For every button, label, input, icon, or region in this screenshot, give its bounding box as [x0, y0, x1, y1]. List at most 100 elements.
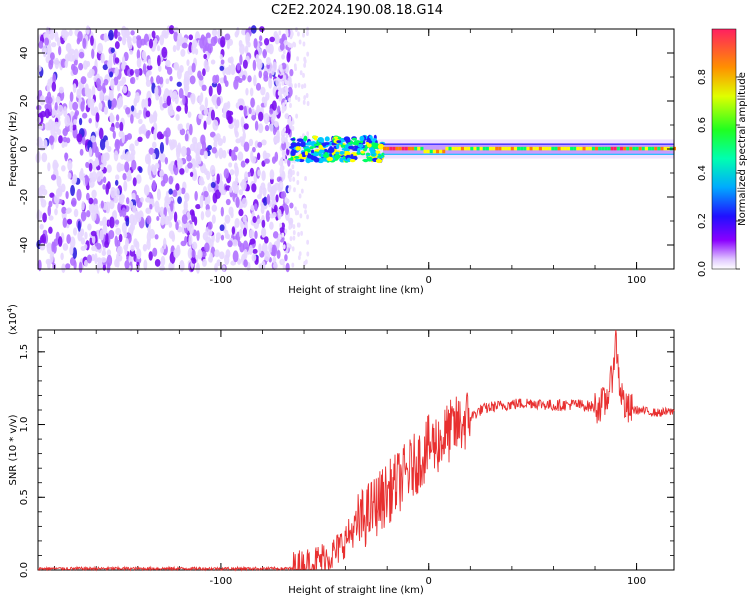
noise-cell [203, 150, 208, 160]
noise-cell [281, 62, 287, 70]
noise-cell [187, 162, 193, 169]
noise-cell [47, 41, 51, 54]
noise-cell [203, 190, 209, 198]
noise-cell-faint [304, 203, 307, 209]
noise-cell [188, 234, 193, 246]
noise-cell [65, 190, 69, 200]
noise-cell [73, 208, 79, 218]
noise-cell [43, 33, 48, 39]
noise-cell [176, 43, 181, 51]
noise-cell [91, 85, 96, 98]
noise-cell [216, 259, 221, 267]
y-tick-label: 0.5 [19, 489, 30, 505]
noise-cell [258, 111, 264, 122]
colorbar: 0.0 0.2 0.4 0.6 0.8 Normalized spectral ampl… [697, 28, 748, 277]
transition-cell [366, 156, 373, 162]
snr-y-label: SNR (10 * v/v) [8, 414, 19, 485]
noise-cell [264, 152, 271, 159]
noise-cell [246, 184, 250, 192]
noise-cell [45, 258, 52, 265]
transition-cell [312, 135, 319, 139]
noise-cell [63, 106, 68, 118]
noise-cell [44, 108, 50, 119]
noise-cell [176, 81, 182, 87]
noise-cell [147, 164, 152, 176]
carrier-cell [429, 149, 433, 154]
noise-cell [78, 81, 83, 90]
noise-cell [186, 154, 192, 162]
noise-cell [264, 158, 270, 164]
noise-cell [159, 169, 164, 177]
noise-cell [115, 227, 122, 236]
noise-cell [102, 264, 107, 271]
noise-cell [153, 128, 157, 141]
noise-cell [186, 59, 190, 67]
noise-cell [152, 179, 157, 191]
noise-cell-faint [295, 113, 299, 119]
noise-cell-faint [282, 102, 285, 108]
noise-cell-faint [291, 246, 295, 252]
noise-cell-faint [290, 43, 294, 49]
noise-cell-faint [298, 39, 302, 45]
x-tick-label: 0 [426, 576, 432, 587]
noise-cell [145, 130, 150, 139]
carrier-cell [554, 146, 558, 151]
noise-cell [286, 148, 290, 156]
noise-cell-faint [283, 126, 287, 132]
noise-cell [82, 112, 88, 119]
noise-cell [65, 208, 71, 215]
noise-cell [144, 97, 149, 109]
noise-cell [145, 207, 150, 214]
noise-cell [269, 108, 274, 115]
noise-cell [169, 110, 175, 116]
noise-cell [132, 177, 137, 187]
noise-cell [275, 194, 279, 203]
x-tick-label: 100 [627, 576, 646, 587]
noise-cell [247, 75, 252, 83]
noise-cell-faint [280, 182, 284, 188]
noise-cell [67, 172, 72, 180]
noise-cell-faint [302, 99, 306, 105]
noise-cell [113, 150, 119, 162]
noise-cell [69, 245, 74, 256]
transition-cell [357, 143, 364, 148]
noise-cell [208, 85, 213, 97]
noise-cell [91, 48, 95, 60]
noise-cell [184, 133, 189, 142]
carrier-cell [510, 146, 514, 151]
noise-cell [210, 59, 216, 65]
noise-cell [95, 78, 101, 87]
carrier-cell [648, 146, 652, 151]
transition-cell [360, 150, 365, 154]
noise-cell-faint [288, 97, 291, 103]
noise-cell [234, 130, 239, 138]
noise-cell [203, 107, 209, 116]
noise-cell [148, 38, 154, 49]
noise-cell [101, 250, 107, 256]
noise-cell [160, 255, 166, 267]
noise-cell-faint [286, 242, 290, 248]
noise-cell-faint [297, 96, 301, 102]
noise-cell [130, 244, 135, 252]
noise-cell [156, 215, 160, 222]
carrier-cell [629, 146, 633, 151]
noise-cell [61, 141, 66, 149]
colorbar-tick-label: 0.4 [697, 165, 708, 181]
noise-cell [256, 58, 263, 70]
noise-cell [212, 119, 219, 131]
noise-cell-faint [296, 222, 300, 228]
noise-cell [242, 227, 247, 237]
noise-cell-faint [292, 224, 296, 230]
noise-cell [273, 135, 278, 145]
noise-cell [215, 237, 220, 243]
noise-cell [235, 119, 240, 129]
noise-cell-faint [294, 210, 298, 216]
noise-cell [274, 182, 280, 191]
carrier-cell [520, 146, 524, 151]
carrier-cell [610, 146, 614, 151]
carrier-cell [386, 146, 390, 151]
noise-cell [118, 195, 125, 205]
noise-cell [159, 151, 164, 162]
noise-cell [154, 258, 161, 267]
snr-panel: -100 0 100 0.0 0.5 1.0 1.5 Height of straight… [6, 304, 675, 596]
